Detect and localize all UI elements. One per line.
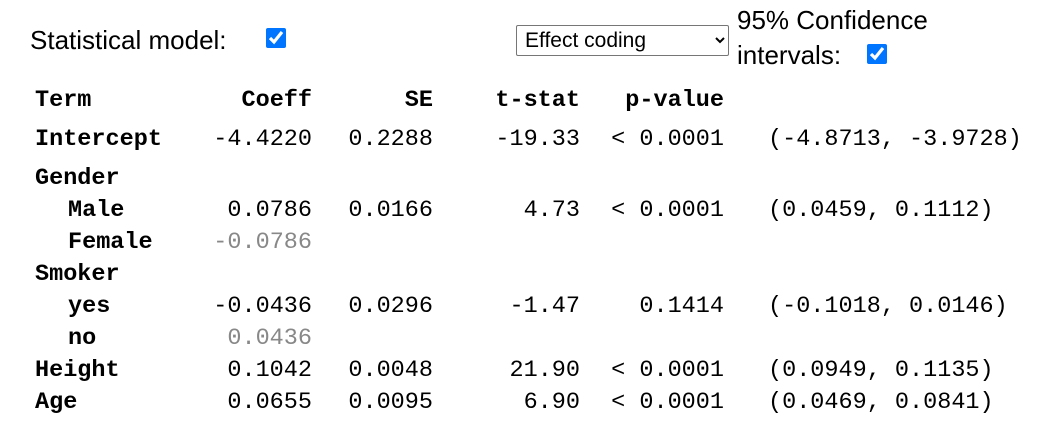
header-cell: Coeff: [241, 87, 312, 114]
ci: (-4.8713, -3.9728): [768, 126, 1022, 153]
header-cell: p-value: [625, 87, 724, 114]
table-row: Gender: [0, 163, 1064, 195]
coeff: 0.0786: [227, 197, 312, 224]
p-value: < 0.0001: [611, 126, 724, 153]
term: no: [68, 325, 97, 352]
ci-label: 95% Confidence intervals:: [737, 5, 928, 70]
p-value: < 0.0001: [611, 357, 724, 384]
term: Female: [68, 229, 153, 256]
p-value: < 0.0001: [611, 197, 724, 224]
coeff: -0.0436: [213, 293, 312, 320]
coeff: 0.1042: [227, 357, 312, 384]
t-stat: 21.90: [509, 357, 580, 384]
statistical-model-label: Statistical model:: [30, 25, 227, 55]
header-cell: Term: [35, 87, 92, 114]
ci: (0.0469, 0.0841): [768, 389, 994, 416]
t-stat: -19.33: [495, 126, 580, 153]
p-value: < 0.0001: [611, 389, 724, 416]
se: 0.0095: [348, 389, 433, 416]
ci: (-0.1018, 0.0146): [768, 293, 1008, 320]
se: 0.0296: [348, 293, 433, 320]
term: Smoker: [35, 261, 120, 288]
term: Male: [68, 197, 125, 224]
statistical-model-checkbox[interactable]: [266, 28, 286, 48]
coding-select[interactable]: Effect coding: [516, 25, 729, 56]
table-row: Female -0.0786: [0, 227, 1064, 259]
coeff: 0.0655: [227, 389, 312, 416]
table-row: Male 0.0786 0.0166 4.73 < 0.0001 (0.0459…: [0, 195, 1064, 227]
se: 0.0048: [348, 357, 433, 384]
t-stat: -1.47: [509, 293, 580, 320]
se: 0.0166: [348, 197, 433, 224]
table-row: Height 0.1042 0.0048 21.90 < 0.0001 (0.0…: [0, 355, 1064, 387]
table-row: Smoker: [0, 259, 1064, 291]
table-row: yes -0.0436 0.0296 -1.47 0.1414 (-0.1018…: [0, 291, 1064, 323]
p-value: 0.1414: [639, 293, 724, 320]
coeff: 0.0436: [227, 325, 312, 352]
term: Height: [35, 357, 120, 384]
ci: (0.0459, 0.1112): [768, 197, 994, 224]
term: Gender: [35, 165, 120, 192]
table-row: Intercept -4.4220 0.2288 -19.33 < 0.0001…: [0, 124, 1064, 156]
ci-checkbox[interactable]: [867, 44, 887, 64]
coeff: -0.0786: [213, 229, 312, 256]
ci: (0.0949, 0.1135): [768, 357, 994, 384]
se: 0.2288: [348, 126, 433, 153]
header-cell: t-stat: [495, 87, 580, 114]
t-stat: 6.90: [523, 389, 580, 416]
table-row: Age 0.0655 0.0095 6.90 < 0.0001 (0.0469,…: [0, 387, 1064, 419]
table-header: Term Coeff SE t-stat p-value: [0, 85, 1064, 117]
term: Intercept: [35, 126, 162, 153]
coeff: -4.4220: [213, 126, 312, 153]
term: yes: [68, 293, 111, 320]
header-cell: SE: [404, 87, 433, 114]
t-stat: 4.73: [523, 197, 580, 224]
table-row: no 0.0436: [0, 323, 1064, 355]
term: Age: [35, 389, 78, 416]
